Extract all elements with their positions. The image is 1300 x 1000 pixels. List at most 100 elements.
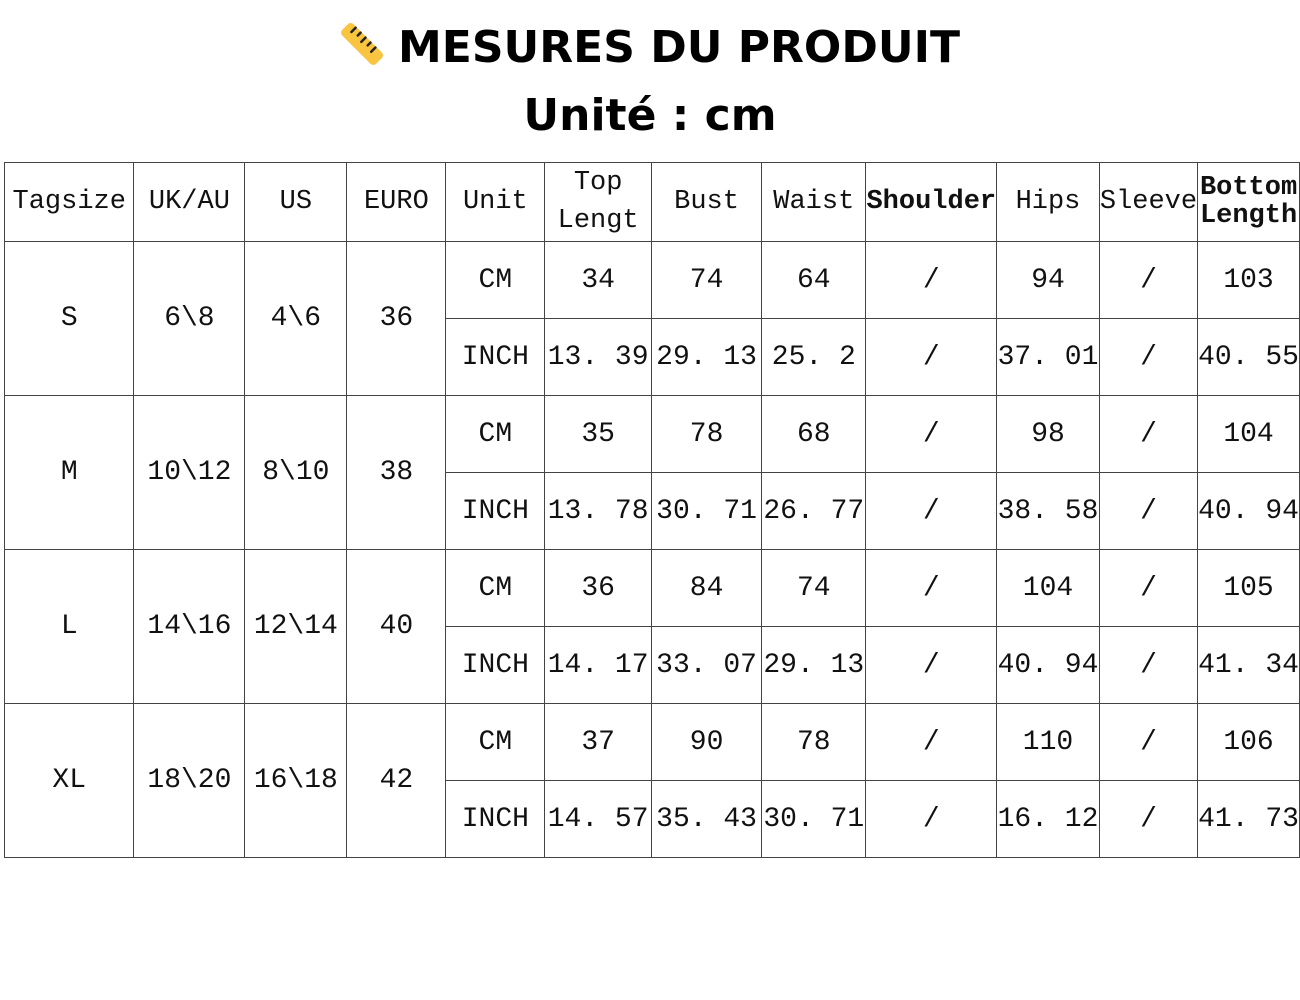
size-chart-table: Tagsize UK/AU US EURO Unit Top Lengt Bust Waist… [3,162,1300,858]
measurement-cell: 29. 13 [651,318,763,396]
measurement-cell: 41. 34 [1197,626,1300,704]
measurement-cell: / [865,472,998,550]
measurement-cell: 110 [996,703,1100,781]
measurement-cell: / [1098,241,1199,319]
uk-au-cell: 18\20 [133,703,246,858]
measurement-cell: 78 [651,395,763,473]
column-header: Waist [761,162,867,242]
column-header: Shoulder [865,162,998,242]
measurement-cell: 30. 71 [651,472,763,550]
measurement-cell: / [865,318,998,396]
measurement-cell: 14. 17 [544,626,653,704]
column-header: Hips [996,162,1100,242]
measurement-cell: 40. 55 [1197,318,1300,396]
measurement-cell: / [865,549,998,627]
measurement-cell: / [1098,472,1199,550]
measurement-cell: / [1098,318,1199,396]
measurement-cell: 98 [996,395,1100,473]
measurement-cell: 104 [996,549,1100,627]
measurement-cell: 105 [1197,549,1300,627]
header-row: Tagsize UK/AU US EURO Unit Top Lengt Bust Waist… [3,162,1300,242]
unit-cell: CM [445,395,546,473]
euro-cell: 36 [346,241,447,396]
us-cell: 12\14 [244,549,348,704]
unit-cell: INCH [445,626,546,704]
euro-cell: 42 [346,703,447,858]
measurement-cell: 37. 01 [996,318,1100,396]
measurement-cell: 106 [1197,703,1300,781]
measurement-cell: / [1098,780,1199,858]
measurement-cell: / [865,395,998,473]
measurement-cell: / [1098,626,1199,704]
unit-cell: CM [445,703,546,781]
unit-cell: INCH [445,472,546,550]
measurement-cell: 33. 07 [651,626,763,704]
unit-cell: INCH [445,780,546,858]
size-cell: L [3,549,135,704]
table-row-inch: INCH 13. 78 30. 71 26. 77/38. 58/40. 94 [5,472,1300,550]
uk-au-cell: 14\16 [133,549,246,704]
table-row-inch: INCH 14. 57 35. 43 30. 71/16. 12/41. 73 [5,780,1300,858]
table-row-cm: S 6\8 4\6 36 CM 34 74 64/94/103 [3,241,1300,396]
table-row-cm: L 14\16 12\14 40 CM 36 84 74/104/105 [3,549,1300,704]
measurement-cell: / [865,780,998,858]
measurement-cell: 68 [761,395,867,473]
measurement-cell: 35. 43 [651,780,763,858]
measurement-cell: 35 [544,395,653,473]
size-cell: M [3,395,135,550]
measurement-cell: 40. 94 [1197,472,1300,550]
measurement-cell: 84 [651,549,763,627]
measurement-cell: 30. 71 [761,780,867,858]
measurement-cell: 13. 39 [544,318,653,396]
measurement-cell: 90 [651,703,763,781]
unit-subtitle: Unité : cm [523,90,777,141]
measurement-cell: 94 [996,241,1100,319]
measurement-cell: / [865,626,998,704]
column-header: UK/AU [133,162,246,242]
measurement-cell: 16. 12 [996,780,1100,858]
column-header: Unit [445,162,546,242]
column-header: US [244,162,348,242]
euro-cell: 38 [346,395,447,550]
measurement-cell: 74 [761,549,867,627]
measurement-cell: 64 [761,241,867,319]
measurement-cell: 40. 94 [996,626,1100,704]
column-header: Tagsize [3,162,135,242]
size-cell: S [3,241,135,396]
measurement-cell: 25. 2 [761,318,867,396]
measurement-cell: 104 [1197,395,1300,473]
measurement-cell: 74 [651,241,763,319]
us-cell: 8\10 [244,395,348,550]
us-cell: 16\18 [244,703,348,858]
euro-cell: 40 [346,549,447,704]
column-header: Top Lengt [544,162,653,242]
measurement-cell: 103 [1197,241,1300,319]
measurement-cell: / [865,703,998,781]
measurement-cell: 14. 57 [544,780,653,858]
unit-cell: CM [445,549,546,627]
measurement-cell: / [1098,703,1199,781]
measurement-cell: / [1098,395,1199,473]
page-title: MESURES DU PRODUIT [0,22,1300,73]
column-header: EURO [346,162,447,242]
unit-cell: INCH [445,318,546,396]
measurement-cell: / [865,241,998,319]
us-cell: 4\6 [244,241,348,396]
measurement-cell: 26. 77 [761,472,867,550]
column-header: Bottom Length [1197,162,1300,242]
measurement-cell: 13. 78 [544,472,653,550]
table-row-inch: INCH 14. 17 33. 07 29. 13/40. 94/41. 34 [5,626,1300,704]
table-row-inch: INCH 13. 39 29. 13 25. 2/37. 01/40. 55 [5,318,1300,396]
measurement-cell: 41. 73 [1197,780,1300,858]
measurement-cell: 34 [544,241,653,319]
measurement-cell: 37 [544,703,653,781]
column-header: Sleeve [1098,162,1199,242]
unit-cell: CM [445,241,546,319]
title-text: MESURES DU PRODUIT [398,22,960,73]
ruler-icon [341,23,383,65]
measurement-cell: 36 [544,549,653,627]
uk-au-cell: 10\12 [133,395,246,550]
measurement-cell: 78 [761,703,867,781]
size-cell: XL [3,703,135,858]
column-header: Bust [651,162,763,242]
